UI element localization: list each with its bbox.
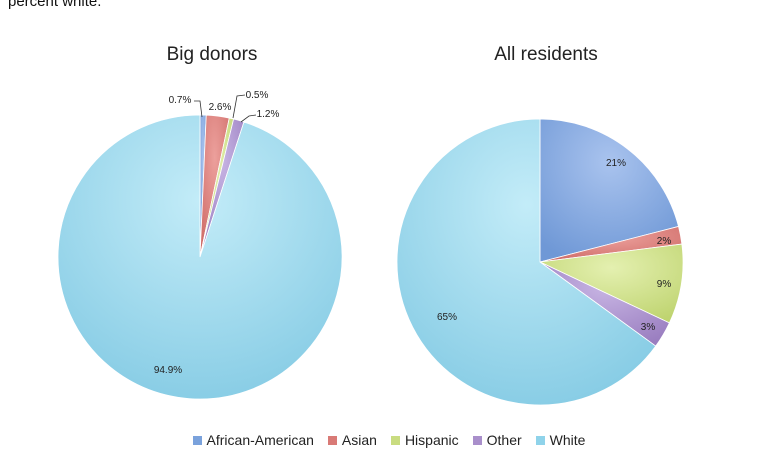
leader-line-other bbox=[240, 114, 257, 123]
legend: African-American Asian Hispanic Other Wh… bbox=[0, 432, 778, 448]
legend-swatch bbox=[327, 435, 337, 445]
legend-label: White bbox=[549, 432, 586, 448]
data-label-asian: 2% bbox=[657, 236, 672, 247]
leader-line-hispanic bbox=[232, 94, 246, 119]
slice-african-american bbox=[539, 118, 679, 263]
legend-label: African-American bbox=[206, 432, 314, 448]
data-label-asian: 2.6% bbox=[209, 102, 232, 113]
legend-label: Hispanic bbox=[404, 432, 459, 448]
legend-swatch bbox=[535, 435, 545, 445]
legend-item-white: White bbox=[535, 432, 586, 448]
legend-swatch bbox=[390, 435, 400, 445]
legend-label: Asian bbox=[341, 432, 377, 448]
slice-white bbox=[57, 114, 343, 400]
data-label-african-american: 0.7% bbox=[169, 95, 192, 106]
data-label-other: 3% bbox=[641, 322, 656, 333]
leader-line-african-american bbox=[194, 100, 203, 118]
data-label-african-american: 21% bbox=[606, 158, 626, 169]
legend-item-african-american: African-American bbox=[192, 432, 314, 448]
pie-all-residents: 21% 2% 9% 3% 65% bbox=[396, 118, 684, 406]
intro-text: percent white. bbox=[8, 0, 102, 10]
legend-swatch bbox=[192, 435, 202, 445]
chart-title-big-donors: Big donors bbox=[166, 44, 258, 65]
slice-hispanic bbox=[538, 243, 684, 324]
data-label-hispanic: 9% bbox=[657, 279, 672, 290]
legend-item-other: Other bbox=[472, 432, 522, 448]
data-label-white: 65% bbox=[437, 312, 457, 323]
legend-label: Other bbox=[486, 432, 522, 448]
legend-swatch bbox=[472, 435, 482, 445]
slice-white bbox=[396, 118, 657, 406]
data-label-other: 1.2% bbox=[257, 109, 280, 120]
chart-title-all-residents: All residents bbox=[494, 44, 598, 65]
pie-big-donors: 0.7% 2.6% 0.5% 1.2% 94.9% bbox=[57, 90, 343, 400]
legend-item-asian: Asian bbox=[327, 432, 377, 448]
legend-item-hispanic: Hispanic bbox=[390, 432, 459, 448]
data-label-hispanic: 0.5% bbox=[246, 90, 269, 101]
data-label-white: 94.9% bbox=[154, 365, 182, 376]
